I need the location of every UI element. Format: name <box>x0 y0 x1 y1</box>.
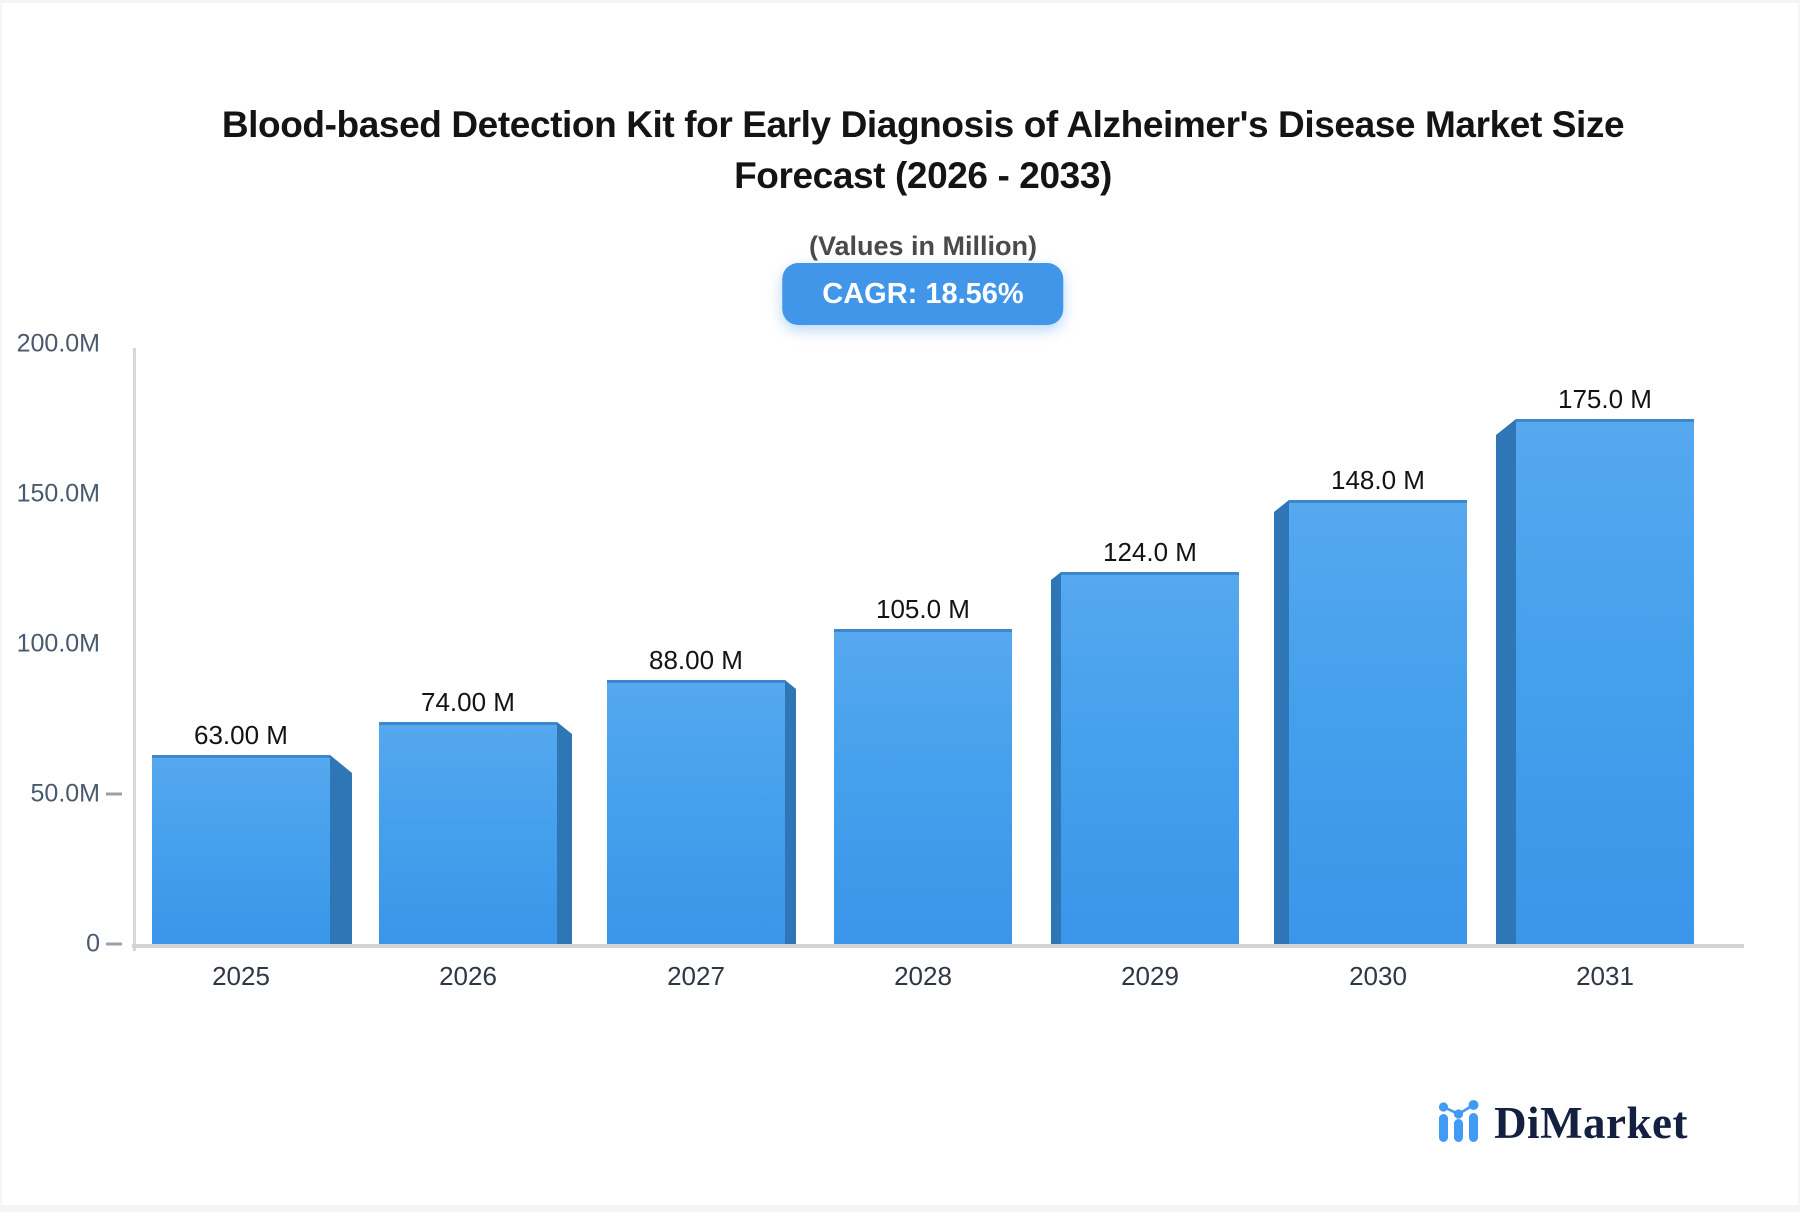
chart-area: 200.0M 150.0M 100.0M 50.0M 0 63.00 M 2025 74.00… <box>2 3 1800 1212</box>
bar-side-face <box>785 680 796 944</box>
chart-card: Blood-based Detection Kit for Early Diag… <box>2 3 1798 1205</box>
bar-2025[interactable] <box>152 755 330 944</box>
bar-side-face <box>1274 500 1289 944</box>
chart-title: Blood-based Detection Kit for Early Diag… <box>221 99 1625 201</box>
y-tick-label: 200.0M <box>16 329 100 358</box>
bar-value-label: 105.0 M <box>876 594 970 624</box>
x-axis-label: 2028 <box>894 961 952 991</box>
bar-value-label: 63.00 M <box>194 720 288 750</box>
bar-2026[interactable] <box>379 722 557 944</box>
bar-side-face <box>330 755 352 944</box>
chart-subtitle: (Values in Million) <box>808 231 1038 261</box>
y-tick-label: 50.0M <box>30 779 100 808</box>
y-axis-line <box>133 348 136 951</box>
bar-2030[interactable] <box>1289 500 1467 944</box>
x-axis-label: 2025 <box>212 961 270 991</box>
y-tick-dash <box>106 942 122 946</box>
bar-value-label: 148.0 M <box>1331 465 1425 495</box>
bar-side-face <box>1496 419 1516 944</box>
bar-side-face <box>1051 572 1061 944</box>
y-tick-label: 150.0M <box>16 479 100 508</box>
x-axis-label: 2026 <box>439 961 497 991</box>
y-tick-label: 100.0M <box>16 629 100 658</box>
x-axis-label: 2031 <box>1576 961 1634 991</box>
bar-value-label: 175.0 M <box>1558 384 1652 414</box>
y-tick-dash <box>106 792 122 796</box>
bar-value-label: 124.0 M <box>1103 537 1197 567</box>
bar-value-label: 74.00 M <box>421 687 515 717</box>
x-axis-line <box>132 944 1744 948</box>
bar-2028[interactable] <box>834 629 1012 944</box>
chart-title-line1: Blood-based Detection Kit for Early Diag… <box>221 104 1625 145</box>
brand-logo[interactable]: DiMarket <box>1436 1097 1688 1149</box>
bar-line-chart-icon <box>1438 1100 1479 1142</box>
bar-value-label: 88.00 M <box>649 645 743 675</box>
bar-2029[interactable] <box>1061 572 1239 944</box>
bar-2031[interactable] <box>1516 419 1694 944</box>
brand-logo-text: DiMarket <box>1494 1098 1688 1148</box>
x-axis-label: 2027 <box>667 961 725 991</box>
x-axis-label: 2029 <box>1121 961 1179 991</box>
bar-2027[interactable] <box>607 680 785 944</box>
y-tick-label: 0 <box>86 929 100 958</box>
bar-side-face <box>557 722 572 944</box>
chart-title-line2: Forecast (2026 - 2033) <box>734 155 1112 196</box>
cagr-badge: CAGR: 18.56% <box>782 263 1064 325</box>
x-axis-label: 2030 <box>1349 961 1407 991</box>
